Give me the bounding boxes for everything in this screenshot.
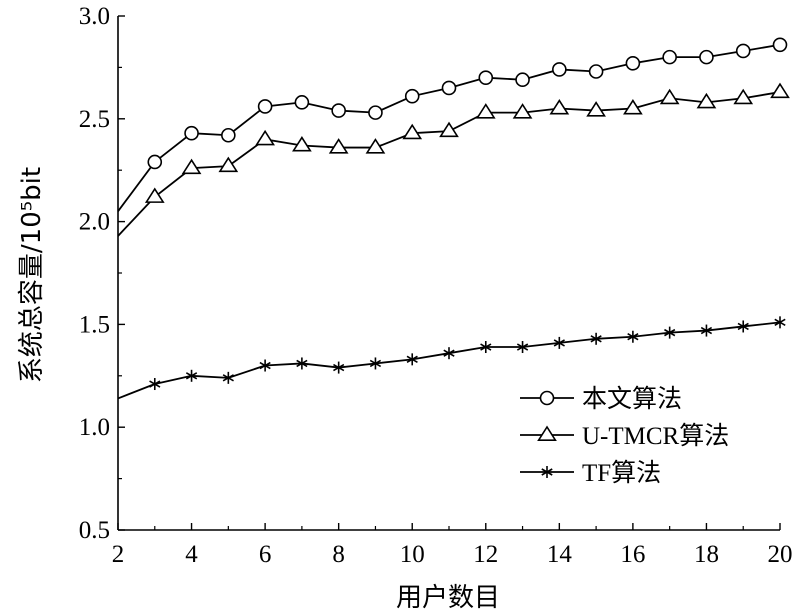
data-point-s3-8 <box>333 361 345 374</box>
axes: 2 4 6 8 10 12 14 16 18 20 0.5 1.0 1.5 2.0 2.5 3.0 <box>79 3 793 568</box>
data-point-s2-17 <box>659 88 680 105</box>
legend-label-1: 本文算法 <box>582 385 682 413</box>
x-tick-label-4: 4 <box>185 541 198 568</box>
data-point-s3-3 <box>149 378 161 391</box>
data-point-s3-18 <box>700 324 713 337</box>
y-tick-label-3: 2.0 <box>79 209 110 236</box>
x-axis-title: 用户数目 <box>396 583 500 613</box>
data-point-s2-10 <box>402 123 423 140</box>
x-tick-label-6: 6 <box>259 541 272 568</box>
data-point-s1-17 <box>662 49 677 65</box>
data-point-s3-19 <box>737 320 749 333</box>
data-point-s2-6 <box>255 129 275 146</box>
x-tick-label-2: 2 <box>112 541 125 568</box>
x-tick-label-14: 14 <box>547 541 573 568</box>
data-point-s2-14 <box>549 99 570 115</box>
data-point-s2-11 <box>439 121 459 138</box>
data-point-s1-8 <box>331 103 346 118</box>
series-line-2 <box>117 91 781 237</box>
data-point-s1-15 <box>588 64 604 79</box>
series-markers <box>144 37 790 391</box>
x-tick-label-12: 12 <box>473 541 498 568</box>
x-tick-label-8: 8 <box>332 541 345 568</box>
y-tick-label-2: 1.5 <box>79 311 110 338</box>
series-lines <box>117 43 781 400</box>
data-point-s3-9 <box>369 357 382 370</box>
data-point-s2-15 <box>586 101 606 117</box>
data-point-s2-8 <box>328 138 349 154</box>
data-point-s1-7 <box>294 95 310 110</box>
data-point-s3-11 <box>443 347 455 360</box>
legend-label-3: TF算法 <box>582 459 661 487</box>
data-point-s2-3 <box>144 187 165 203</box>
data-point-s2-4 <box>181 158 202 175</box>
y-axis-title: 系统总容量/10⁵bit <box>17 167 47 383</box>
data-point-s3-10 <box>406 353 418 366</box>
data-point-s3-5 <box>222 371 234 384</box>
data-point-s3-6 <box>259 359 271 372</box>
data-point-s1-6 <box>257 99 273 114</box>
x-tick-label-16: 16 <box>620 541 645 568</box>
x-tick-label-10: 10 <box>400 541 425 568</box>
axis-titles: 用户数目 系统总容量/10⁵bit <box>17 167 500 613</box>
data-point-s2-19 <box>733 88 754 105</box>
data-point-s2-20 <box>770 82 790 99</box>
legend-label-2: U-TMCR算法 <box>582 422 729 450</box>
data-point-s2-13 <box>512 103 533 119</box>
data-point-s1-19 <box>735 43 751 59</box>
data-point-s3-16 <box>627 330 639 343</box>
data-point-s2-9 <box>365 138 386 154</box>
x-tick-label-18: 18 <box>694 541 719 568</box>
data-point-s3-4 <box>185 369 198 382</box>
data-point-s1-18 <box>699 49 714 65</box>
legend-marker-2 <box>537 425 557 442</box>
data-point-s2-16 <box>623 99 643 115</box>
data-point-s3-13 <box>516 341 529 354</box>
legend: 本文算法 U-TMCR算法 TF算法 <box>520 385 729 487</box>
data-point-s1-14 <box>552 62 567 77</box>
data-point-s1-4 <box>184 125 199 141</box>
data-point-s1-12 <box>478 70 494 85</box>
data-point-s3-20 <box>774 316 786 329</box>
data-point-s1-11 <box>441 80 457 96</box>
y-tick-label-1: 1.0 <box>79 414 110 441</box>
data-point-s1-16 <box>625 55 641 71</box>
legend-marker-1 <box>539 390 555 406</box>
y-tick-label-5: 3.0 <box>79 3 110 30</box>
data-point-s2-18 <box>696 92 717 109</box>
data-point-s3-15 <box>590 332 602 345</box>
data-point-s1-9 <box>368 105 383 120</box>
legend-marker-3 <box>541 466 553 478</box>
data-point-s1-5 <box>221 127 236 143</box>
data-point-s3-14 <box>553 336 565 349</box>
data-point-s1-13 <box>515 72 530 88</box>
data-point-s1-10 <box>404 88 420 104</box>
data-point-s2-7 <box>292 136 312 152</box>
data-point-s1-3 <box>147 154 163 170</box>
data-point-s2-12 <box>475 103 496 119</box>
y-tick-label-4: 2.5 <box>79 106 110 133</box>
data-point-s2-5 <box>218 156 239 173</box>
data-point-s1-20 <box>772 37 788 53</box>
data-point-s3-17 <box>664 326 676 339</box>
data-point-s3-7 <box>296 357 308 370</box>
data-point-s3-12 <box>480 341 492 354</box>
x-tick-label-20: 20 <box>768 541 793 568</box>
y-tick-label-0: 0.5 <box>79 517 110 544</box>
